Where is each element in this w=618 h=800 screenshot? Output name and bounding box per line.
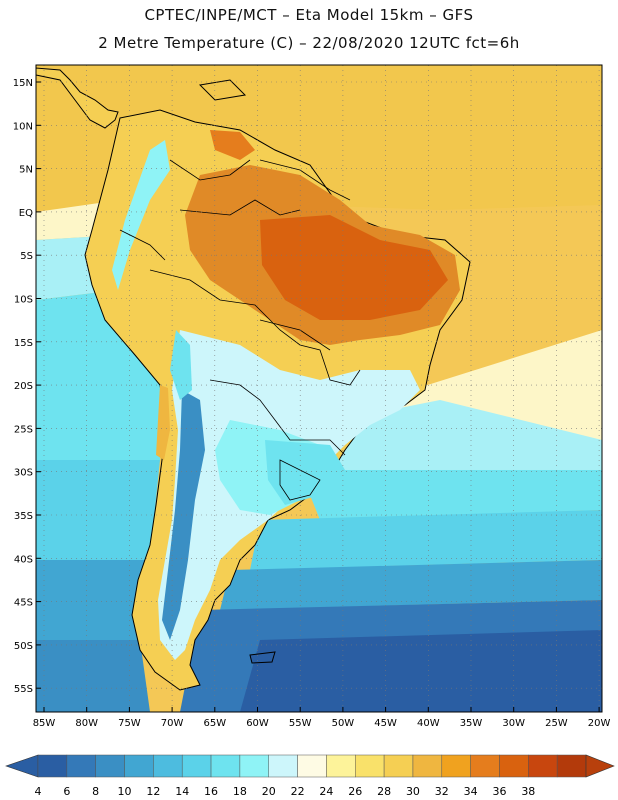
- border-ecuador-peru: [119, 229, 166, 261]
- atlantic-band-18: [330, 400, 602, 480]
- colorbar-label: 24: [319, 785, 333, 798]
- colorbar-swatch: [326, 754, 356, 778]
- colorbar-swatch: [124, 754, 154, 778]
- colorbar-label: 14: [175, 785, 189, 798]
- lat-label: 20S: [14, 381, 33, 392]
- map-frame: [35, 64, 603, 713]
- atlantic-band-4: [240, 630, 602, 712]
- falkland-islands: [249, 651, 276, 664]
- colorbar-swatch: [95, 754, 125, 778]
- colorbar-swatch: [239, 754, 269, 778]
- map-title: CPTEC/INPE/MCT – Eta Model 15km – GFS: [144, 6, 474, 24]
- colorbar-label: 38: [521, 785, 535, 798]
- map-subtitle: 2 Metre Temperature (C) – 22/08/2020 12U…: [98, 34, 520, 52]
- lat-label: 10N: [13, 121, 33, 132]
- central-america: [35, 67, 119, 129]
- lon-label: 60W: [246, 718, 269, 729]
- lon-label: 35W: [460, 718, 483, 729]
- lat-label: EQ: [19, 208, 33, 219]
- colorbar-label: 8: [92, 785, 99, 798]
- colorbar-swatch: [412, 754, 443, 778]
- lon-label: 25W: [545, 718, 568, 729]
- lat-label: 15N: [13, 78, 33, 89]
- colorbar-label: 12: [146, 785, 160, 798]
- colorbar-swatch: [470, 754, 500, 778]
- colorbar-label: 16: [204, 785, 218, 798]
- colorbar-label: 26: [348, 785, 362, 798]
- southern-andes: [162, 390, 205, 640]
- lon-label: 50W: [332, 718, 355, 729]
- lon-label: 70W: [161, 718, 184, 729]
- lat-label: 5S: [20, 251, 33, 262]
- colorbar-swatch: [383, 754, 414, 778]
- lon-label: 30W: [502, 718, 525, 729]
- lat-label: 15S: [14, 338, 33, 349]
- amazon-hottest-zone: [260, 215, 448, 320]
- colorbar-label: 30: [406, 785, 420, 798]
- colorbar-high-arrow: [585, 754, 615, 778]
- colorbar-label: 6: [63, 785, 70, 798]
- colorbar-label: 36: [492, 785, 506, 798]
- colorbar-swatch: [210, 754, 241, 778]
- border-venezuela: [169, 159, 251, 181]
- ocean-band-8: [36, 640, 150, 712]
- colorbar-swatch: [355, 754, 385, 778]
- longitude-labels: 85W 80W 75W 70W 65W 60W 55W 50W 45W 40W 35W 30W 25W 2…: [33, 707, 611, 729]
- colorbar-label: 18: [233, 785, 247, 798]
- atlantic-band-14: [250, 510, 602, 570]
- altiplano: [170, 330, 192, 400]
- colorbar-label: 20: [262, 785, 276, 798]
- colorbar-swatch: [441, 754, 471, 778]
- lat-label: 45S: [14, 598, 33, 609]
- atlantic-band-16: [300, 470, 602, 520]
- ocean-band-10: [36, 560, 150, 640]
- colorbar-swatch: [499, 754, 529, 778]
- latitude-labels: 15N 10N 5N EQ 5S 10S 15S 20S 25S 30S 35S 40S 45S 50S 5…: [13, 78, 41, 695]
- colorbar-swatch: [66, 754, 96, 778]
- colorbar-swatch: [153, 754, 183, 778]
- colorbar-label: 4: [35, 785, 42, 798]
- lon-label: 20W: [588, 718, 611, 729]
- lat-label: 35S: [14, 511, 33, 522]
- lat-label: 30S: [14, 468, 33, 479]
- colorbar: 4 6 8 10 12 14 16 18 20 22 24 26 28 30 32 34 36 38: [5, 754, 615, 798]
- lon-label: 85W: [33, 718, 56, 729]
- colorbar-label: 22: [291, 785, 305, 798]
- lat-label: 55S: [14, 684, 33, 695]
- colorbar-swatch: [297, 754, 327, 778]
- colorbar-swatch: [528, 754, 558, 778]
- lon-label: 75W: [118, 718, 141, 729]
- border-colombia-brazil: [179, 199, 301, 216]
- lon-label: 80W: [75, 718, 98, 729]
- border-peru-bolivia-brazil: [149, 269, 361, 386]
- lon-label: 55W: [289, 718, 312, 729]
- colorbar-low-arrow: [5, 754, 39, 778]
- lon-label: 40W: [417, 718, 440, 729]
- ocean-band-14: [36, 460, 160, 560]
- caribbean-islands: [198, 79, 247, 101]
- border-argentina-north: [209, 379, 346, 456]
- colorbar-swatch: [37, 754, 68, 778]
- colorbar-label: 32: [435, 785, 449, 798]
- lat-label: 40S: [14, 554, 33, 565]
- colorbar-swatch: [268, 754, 298, 778]
- colorbar-label: 10: [118, 785, 132, 798]
- border-guianas: [259, 159, 351, 201]
- colorbar-label: 28: [377, 785, 391, 798]
- northern-andes: [112, 140, 170, 290]
- lat-label: 50S: [14, 641, 33, 652]
- lon-label: 45W: [374, 718, 397, 729]
- colorbar-label: 34: [464, 785, 478, 798]
- lat-label: 10S: [14, 295, 33, 306]
- lon-label: 65W: [203, 718, 226, 729]
- atacama-coast: [156, 385, 170, 460]
- lat-label: 25S: [14, 424, 33, 435]
- lat-label: 5N: [19, 165, 33, 176]
- colorbar-swatch: [181, 754, 212, 778]
- colorbar-swatch: [556, 754, 587, 778]
- venezuela-hot: [210, 130, 255, 160]
- atlantic-band-10: [220, 560, 602, 610]
